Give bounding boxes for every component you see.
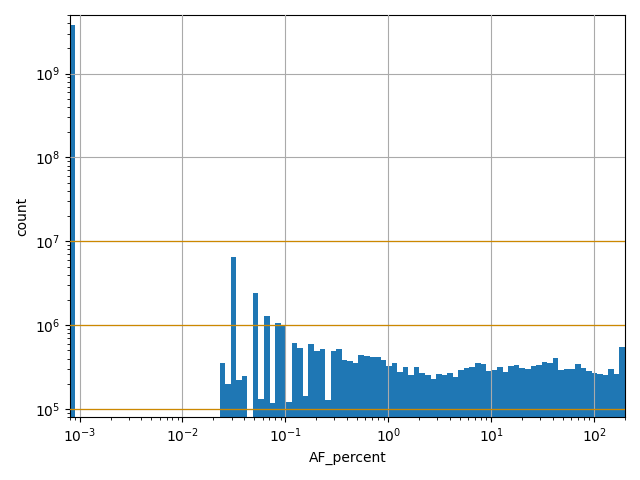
Bar bbox=[308, 344, 314, 480]
Bar bbox=[508, 365, 514, 480]
Bar bbox=[458, 370, 464, 480]
Bar bbox=[503, 372, 508, 480]
Bar bbox=[353, 363, 358, 480]
Bar bbox=[547, 363, 553, 480]
Bar bbox=[525, 369, 531, 480]
Bar bbox=[580, 368, 586, 480]
Bar bbox=[358, 355, 364, 480]
Bar bbox=[531, 366, 536, 480]
Bar bbox=[259, 399, 264, 480]
Bar bbox=[492, 370, 497, 480]
Bar bbox=[392, 363, 397, 480]
Bar bbox=[364, 357, 369, 480]
Bar bbox=[275, 324, 280, 480]
Bar bbox=[541, 362, 547, 480]
Bar bbox=[553, 358, 558, 480]
X-axis label: AF_percent: AF_percent bbox=[308, 451, 386, 465]
Bar bbox=[336, 349, 342, 480]
Bar bbox=[447, 373, 453, 480]
Bar bbox=[369, 357, 375, 480]
Bar bbox=[442, 375, 447, 480]
Bar bbox=[486, 371, 492, 480]
Bar bbox=[348, 361, 353, 480]
Bar bbox=[314, 351, 319, 480]
Bar bbox=[453, 377, 458, 480]
Bar bbox=[497, 367, 503, 480]
Bar bbox=[425, 375, 431, 480]
Bar bbox=[303, 396, 308, 480]
Bar bbox=[236, 381, 242, 480]
Bar bbox=[269, 404, 275, 480]
Bar bbox=[558, 370, 564, 480]
Bar bbox=[475, 363, 481, 480]
Bar bbox=[414, 367, 419, 480]
Bar bbox=[280, 325, 286, 480]
Bar bbox=[464, 368, 470, 480]
Bar bbox=[470, 367, 475, 480]
Bar bbox=[331, 351, 336, 480]
Bar bbox=[575, 364, 580, 480]
Bar bbox=[603, 374, 609, 480]
Bar bbox=[536, 365, 541, 480]
Bar bbox=[436, 374, 442, 480]
Bar bbox=[225, 384, 230, 480]
Bar bbox=[70, 25, 75, 480]
Bar bbox=[242, 376, 247, 480]
Bar bbox=[591, 373, 597, 480]
Bar bbox=[264, 315, 269, 480]
Bar bbox=[419, 372, 425, 480]
Bar bbox=[286, 402, 292, 480]
Bar bbox=[570, 370, 575, 480]
Bar bbox=[614, 374, 620, 480]
Bar bbox=[298, 348, 303, 480]
Bar bbox=[230, 257, 236, 480]
Bar bbox=[386, 366, 392, 480]
Bar bbox=[620, 347, 625, 480]
Bar bbox=[597, 374, 603, 480]
Y-axis label: count: count bbox=[15, 196, 29, 236]
Bar bbox=[520, 369, 525, 480]
Bar bbox=[319, 348, 325, 480]
Bar bbox=[381, 360, 386, 480]
Bar bbox=[481, 364, 486, 480]
Bar bbox=[397, 372, 403, 480]
Bar bbox=[325, 400, 331, 480]
Bar bbox=[609, 370, 614, 480]
Bar bbox=[408, 374, 414, 480]
Bar bbox=[375, 357, 381, 480]
Bar bbox=[342, 360, 348, 480]
Bar bbox=[403, 367, 408, 480]
Bar bbox=[431, 379, 436, 480]
Bar bbox=[564, 369, 570, 480]
Bar bbox=[586, 371, 591, 480]
Bar bbox=[253, 293, 259, 480]
Bar bbox=[292, 343, 298, 480]
Bar bbox=[514, 365, 520, 480]
Bar bbox=[220, 363, 225, 480]
